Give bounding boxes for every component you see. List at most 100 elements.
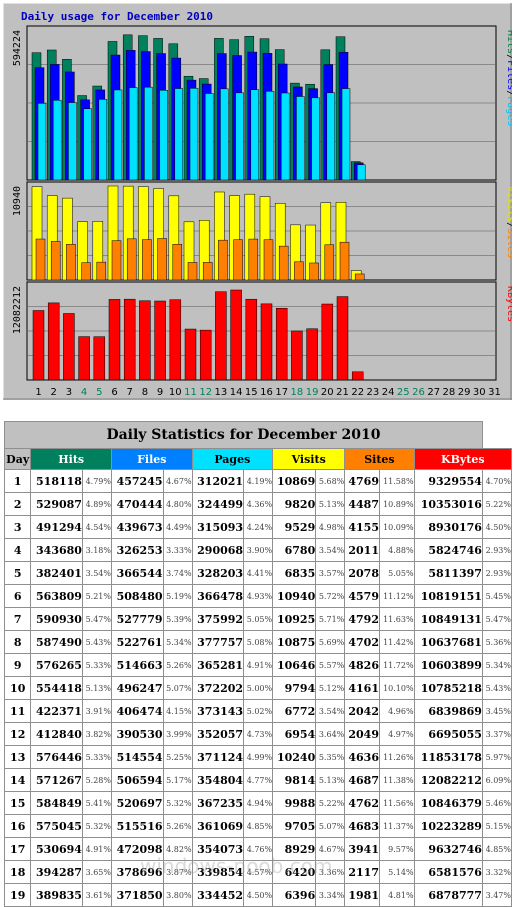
- visits-percent: 5.68%: [315, 469, 346, 493]
- table-row: 3 491294 4.54% 439673 4.49% 315093 4.24% 9529 4.…: [3, 515, 513, 539]
- kb-value: 10849131: [413, 607, 483, 631]
- visits-value: 10646: [272, 653, 317, 677]
- pages-value: 377757: [191, 630, 245, 654]
- kb-value: 6878777: [413, 883, 483, 907]
- sites-bar: [172, 243, 183, 281]
- sites-value: 4161: [344, 676, 380, 700]
- sites-value: 4762: [344, 791, 380, 815]
- pages-value: 290068: [191, 538, 245, 562]
- pages-value: 354073: [191, 837, 245, 861]
- pages-percent: 4.93%: [243, 584, 274, 608]
- sites-value: 4155: [344, 515, 380, 539]
- sites-percent: 9.57%: [378, 837, 415, 861]
- pages-bar: [68, 102, 77, 181]
- files-value: 496247: [110, 676, 164, 700]
- header-visits: Visits: [272, 448, 346, 470]
- kb-percent: 5.43%: [481, 676, 513, 700]
- visits-percent: 5.13%: [315, 768, 346, 792]
- hits-percent: 5.28%: [81, 768, 112, 792]
- pages-bar: [235, 92, 244, 181]
- pages-value: 375992: [191, 607, 245, 631]
- visits-percent: 3.54%: [315, 538, 346, 562]
- pages-percent: 4.41%: [243, 561, 274, 585]
- files-percent: 5.19%: [162, 584, 193, 608]
- pages-bar: [280, 92, 290, 181]
- kb-percent: 4.85%: [481, 837, 513, 861]
- x-axis-day-label: 25: [397, 387, 410, 398]
- kb-value: 10603899: [413, 653, 483, 677]
- sites-bar: [294, 261, 304, 281]
- sites-bar: [309, 262, 319, 281]
- kb-percent: 4.50%: [481, 515, 513, 539]
- kb-percent: 3.45%: [481, 699, 513, 723]
- pages-percent: 4.91%: [243, 653, 274, 677]
- hits-value: 575045: [30, 814, 83, 838]
- sites-percent: 11.42%: [378, 630, 415, 654]
- pages-value: 312021: [191, 469, 245, 493]
- visits-value: 10925: [272, 607, 317, 631]
- table-row: 12 412840 3.82% 390530 3.99% 352057 4.73% 6954 3…: [3, 722, 513, 746]
- pages-bar: [144, 86, 153, 181]
- pages-value: 367235: [191, 791, 245, 815]
- kbytes-bar: [32, 310, 45, 381]
- visits-percent: 5.07%: [315, 814, 346, 838]
- x-axis-day-label: 22: [351, 387, 364, 398]
- files-percent: 4.49%: [162, 515, 193, 539]
- pages-value: 354804: [191, 768, 245, 792]
- files-percent: 5.32%: [162, 791, 193, 815]
- hits-value: 382401: [30, 561, 83, 585]
- files-value: 527779: [110, 607, 164, 631]
- sites-value: 2049: [344, 722, 380, 746]
- table-row: 11 422371 3.91% 406474 4.15% 373143 5.02% 6772 3…: [3, 699, 513, 723]
- pages-bar: [326, 92, 336, 181]
- pages-bar: [311, 97, 320, 181]
- hits-value: 343680: [30, 538, 83, 562]
- kb-percent: 2.93%: [481, 538, 513, 562]
- pages-percent: 3.90%: [243, 538, 274, 562]
- day-cell: 5: [3, 561, 32, 585]
- sites-percent: 10.09%: [378, 515, 415, 539]
- pages-bar: [265, 91, 275, 181]
- pages-bar: [159, 90, 168, 181]
- sites-bar: [324, 244, 335, 281]
- day-cell: 7: [3, 607, 32, 631]
- sites-percent: 4.96%: [378, 699, 415, 723]
- visits-percent: 5.13%: [315, 492, 346, 516]
- sites-bar: [35, 238, 46, 281]
- kb-value: 6839869: [413, 699, 483, 723]
- pages-bar: [98, 99, 108, 181]
- hits-value: 590930: [30, 607, 83, 631]
- pages-value: 328203: [191, 561, 245, 585]
- kbytes-bar: [123, 298, 136, 381]
- visits-percent: 5.35%: [315, 745, 346, 769]
- kbytes-bar: [306, 328, 318, 381]
- sites-value: 2042: [344, 699, 380, 723]
- visits-value: 9529: [272, 515, 317, 539]
- x-axis-day-label: 21: [336, 387, 349, 398]
- files-value: 371850: [110, 883, 164, 907]
- sites-percent: 10.10%: [378, 676, 415, 700]
- visits-percent: 5.12%: [315, 676, 346, 700]
- sites-value: 4579: [344, 584, 380, 608]
- x-axis-day-label: 10: [169, 387, 182, 398]
- files-percent: 3.80%: [162, 883, 193, 907]
- sites-bar: [126, 238, 137, 281]
- pages-percent: 4.94%: [243, 791, 274, 815]
- sites-bar: [111, 240, 122, 281]
- x-axis-day-label: 7: [127, 387, 133, 398]
- hits-value: 563809: [30, 584, 83, 608]
- files-percent: 4.67%: [162, 469, 193, 493]
- sites-bar: [339, 241, 350, 281]
- kbytes-bar: [351, 371, 364, 381]
- visits-percent: 3.57%: [315, 561, 346, 585]
- pages-percent: 4.36%: [243, 492, 274, 516]
- day-cell: 10: [3, 676, 32, 700]
- pages-value: 361069: [191, 814, 245, 838]
- kbytes-bar: [139, 300, 151, 381]
- visits-percent: 5.22%: [315, 791, 346, 815]
- sites-bar: [157, 238, 167, 281]
- files-value: 515516: [110, 814, 164, 838]
- sites-bar: [278, 245, 289, 281]
- pages-percent: 4.50%: [243, 883, 274, 907]
- kbytes-bar: [321, 303, 334, 381]
